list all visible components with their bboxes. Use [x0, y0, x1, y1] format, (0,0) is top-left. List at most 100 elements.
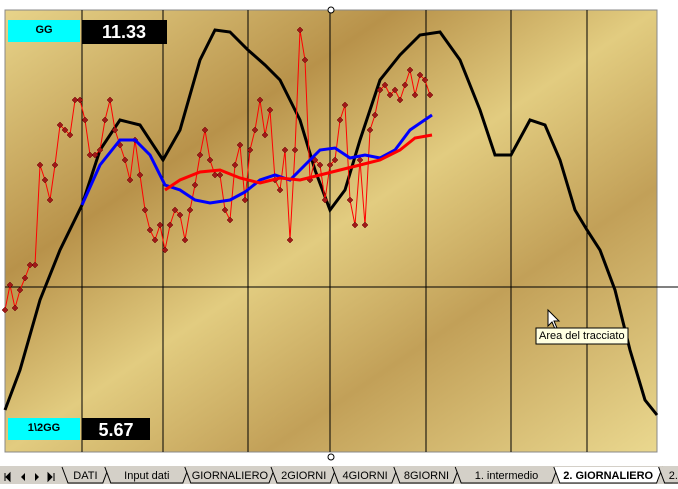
data-point: [1, 306, 9, 314]
data-point: [216, 171, 224, 179]
data-point: [386, 91, 394, 99]
data-point: [236, 141, 244, 149]
data-point: [121, 156, 129, 164]
data-point: [346, 196, 354, 204]
sheet-tab-label[interactable]: 1. intermedio: [475, 470, 539, 482]
sheet-tab[interactable]: [454, 466, 559, 484]
data-point: [141, 206, 149, 214]
data-point: [261, 131, 269, 139]
data-point: [421, 76, 429, 84]
sheet-tab[interactable]: [393, 466, 460, 484]
data-point: [11, 304, 19, 312]
data-point: [301, 56, 309, 64]
data-point: [166, 221, 174, 229]
data-point: [316, 161, 324, 169]
sheet-tab[interactable]: [553, 466, 664, 484]
data-point: [81, 116, 89, 124]
data-point: [51, 161, 59, 169]
data-point: [6, 281, 14, 289]
data-point: [171, 206, 179, 214]
data-point: [331, 156, 339, 164]
indicator-label-box: [8, 418, 80, 440]
sheet-tab[interactable]: [184, 466, 276, 484]
data-point: [276, 186, 284, 194]
data-point: [256, 96, 264, 104]
data-point: [101, 116, 109, 124]
data-point: [376, 86, 384, 94]
data-point: [291, 146, 299, 154]
sheet-tab-label[interactable]: DATI: [73, 470, 97, 482]
data-point: [41, 176, 49, 184]
tab-layer: DATI Input dati GIORNALIERO 2GIORNI 4GIORNI 8…: [61, 466, 678, 484]
indicator-label-box: [8, 20, 80, 42]
data-point: [196, 151, 204, 159]
data-point: [26, 261, 34, 269]
tooltip-box: [535, 327, 629, 345]
indicator-value: 11.33: [102, 22, 146, 42]
sheet-tab[interactable]: [61, 466, 110, 484]
data-point: [36, 161, 44, 169]
sheet-tab[interactable]: [331, 466, 399, 484]
indicator-label: GG: [35, 24, 52, 36]
data-point: [371, 111, 379, 119]
sheet-tab[interactable]: [658, 466, 678, 484]
series-line: [80, 113, 433, 206]
data-point: [251, 126, 259, 134]
sheet-tab-label[interactable]: 2. GIORNALIERO: [563, 470, 653, 482]
series-line: [3, 28, 659, 416]
data-point: [221, 206, 229, 214]
data-point: [411, 91, 419, 99]
data-point: [396, 96, 404, 104]
data-point: [146, 226, 154, 234]
series-layer: [1, 26, 659, 416]
selection-handle[interactable]: [327, 453, 335, 461]
data-point: [366, 126, 374, 134]
data-point: [241, 196, 249, 204]
sheet-tab-label[interactable]: Input dati: [124, 470, 169, 482]
data-point: [391, 86, 399, 94]
sheet-tab[interactable]: [270, 466, 337, 484]
data-point: [426, 91, 434, 99]
data-point: [21, 274, 29, 282]
data-point: [356, 156, 364, 164]
data-point: [401, 81, 409, 89]
sheet-tab-label[interactable]: 8GIORNI: [404, 470, 449, 482]
data-point: [246, 146, 254, 154]
data-point: [211, 171, 219, 179]
data-point: [406, 66, 414, 74]
indicator-label: 1\2GG: [28, 422, 60, 434]
data-point: [176, 211, 184, 219]
data-point: [186, 206, 194, 214]
data-point: [351, 221, 359, 229]
data-point: [416, 71, 424, 79]
data-point: [46, 196, 54, 204]
indicator-value: 5.67: [98, 420, 133, 440]
data-point: [326, 161, 334, 169]
plot-area[interactable]: [4, 9, 658, 453]
data-point: [336, 116, 344, 124]
indicator-value-box: [82, 20, 167, 44]
data-point: [111, 126, 119, 134]
sheet-tab[interactable]: [104, 466, 190, 484]
data-point: [151, 236, 159, 244]
data-point: [381, 81, 389, 89]
data-point: [76, 96, 84, 104]
data-point: [71, 96, 79, 104]
data-point: [126, 176, 134, 184]
data-point: [161, 246, 169, 254]
data-point: [191, 181, 199, 189]
data-point: [231, 161, 239, 169]
sheet-tab-label[interactable]: 4GIORNI: [342, 470, 387, 482]
sheet-tab-label[interactable]: 2.2GIORN: [669, 470, 678, 482]
data-point: [266, 106, 274, 114]
data-point: [296, 26, 304, 34]
data-point: [91, 151, 99, 159]
selection-handle[interactable]: [327, 6, 335, 14]
data-point: [321, 196, 329, 204]
tab-scroll-buttons[interactable]: [4, 471, 55, 483]
sheet-tab-label[interactable]: GIORNALIERO: [192, 470, 269, 482]
sheet-tab-label[interactable]: 2GIORNI: [281, 470, 326, 482]
reference-lines: [5, 10, 678, 452]
